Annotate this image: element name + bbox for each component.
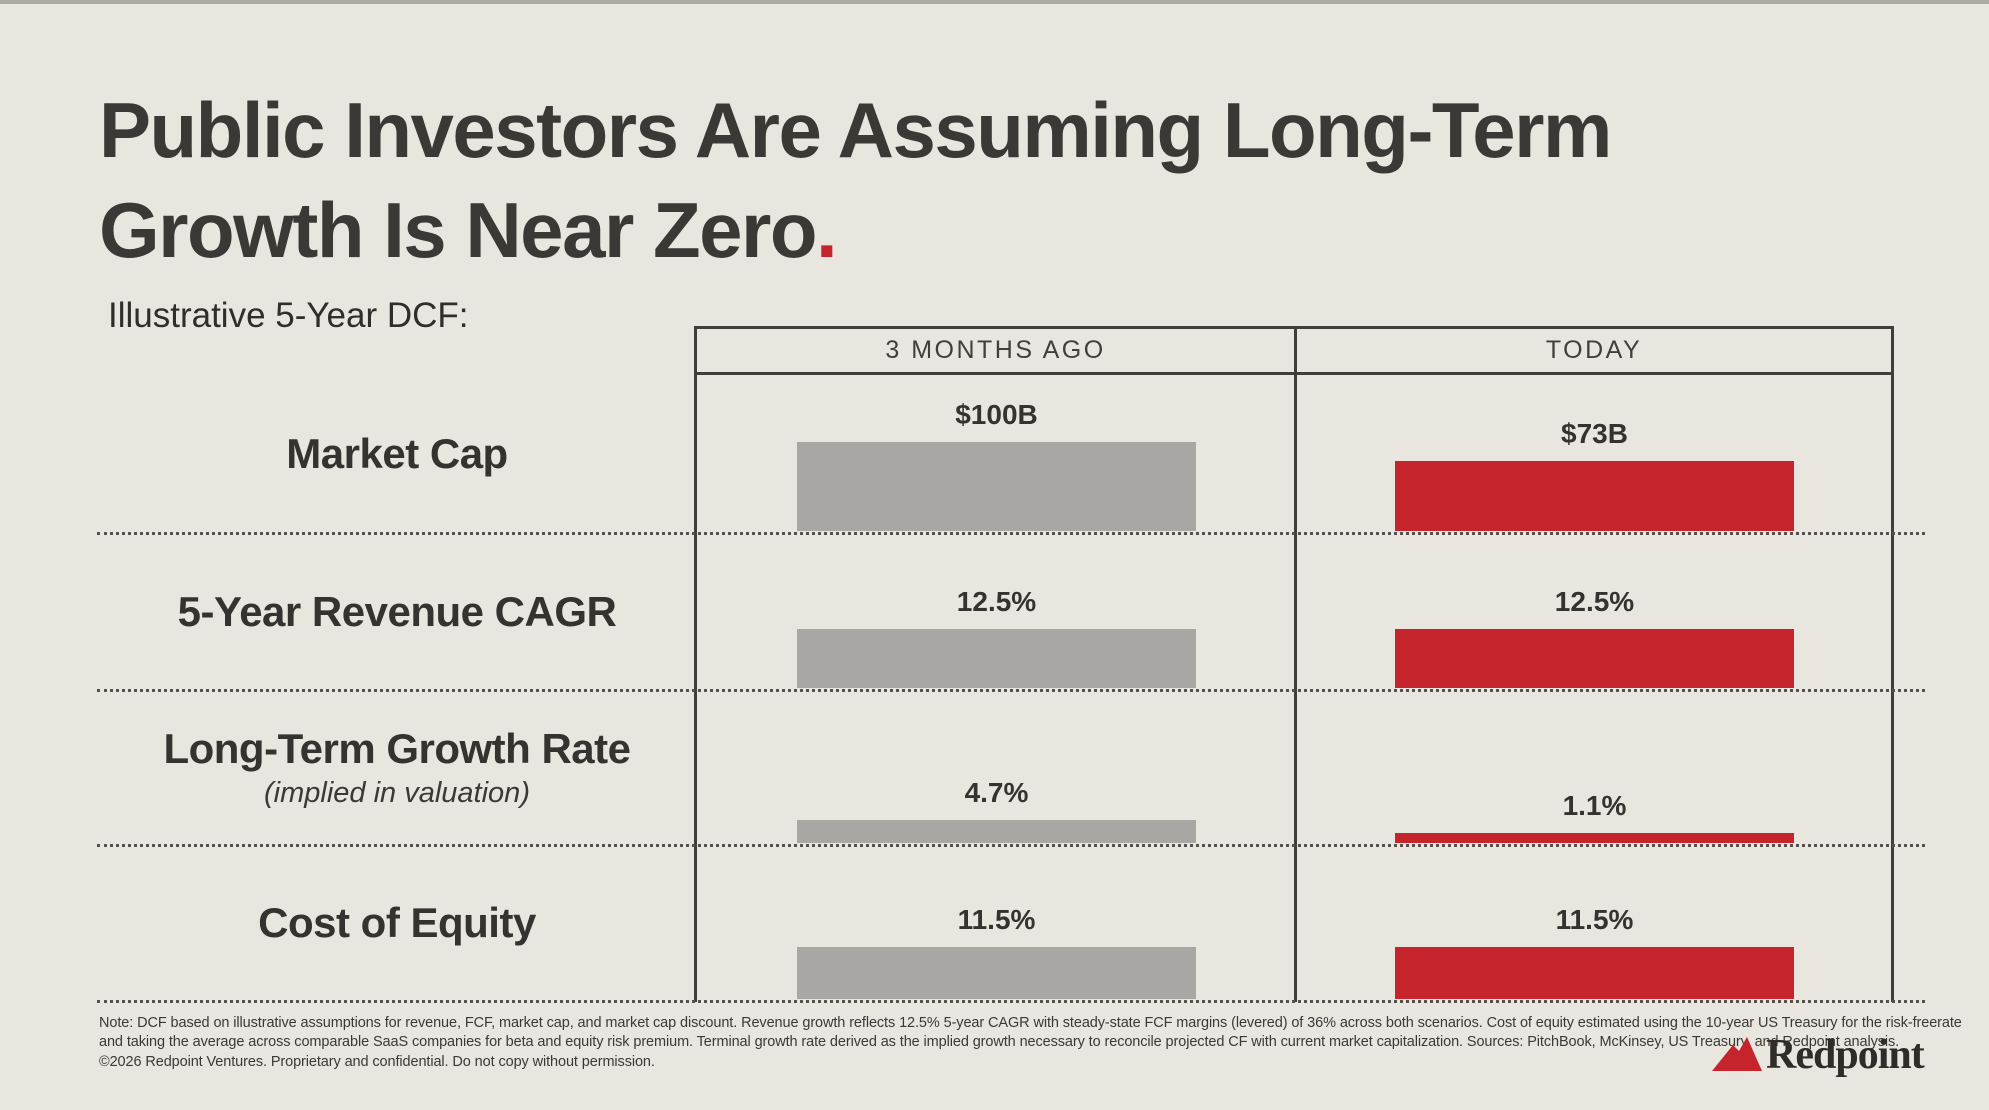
bar-red: [1395, 629, 1794, 688]
bar-cell-ago: 12.5%: [797, 533, 1196, 688]
bar-value-label: $73B: [1561, 418, 1628, 449]
bar-value-label: 12.5%: [956, 586, 1037, 617]
table-row: Market Cap $100B $73B: [0, 375, 1989, 535]
bar-red: [1395, 947, 1794, 999]
bar-cell-ago: 11.5%: [797, 845, 1196, 999]
bar-gray: [797, 629, 1196, 688]
row-separator-dotted-line: [97, 689, 1925, 692]
bar-cell-today: 12.5%: [1395, 533, 1794, 688]
row-separator-dotted-line: [97, 1000, 1925, 1003]
slide-title-line2: Growth Is Near Zero.: [99, 186, 838, 274]
footer-note-line1: Note: DCF based on illustrative assumpti…: [99, 1015, 1962, 1031]
bar-value-label: 11.5%: [957, 904, 1036, 935]
row-separator-dotted-line: [97, 844, 1925, 847]
footer-note-line2: and taking the average across comparable…: [99, 1034, 1900, 1051]
bar-value-label: 12.5%: [1554, 586, 1635, 617]
redpoint-logo-text: Redpoint: [1766, 1032, 1925, 1078]
table-header-bottom-border: [694, 372, 1894, 375]
redpoint-mountain-icon: [1712, 1037, 1762, 1071]
table-row: Long-Term Growth Rate (implied in valuat…: [0, 690, 1989, 847]
bar-gray: [797, 442, 1196, 531]
table-left-border: [694, 326, 697, 1002]
title-accent-period: .: [816, 186, 838, 274]
row-label-revenue-cagr: 5-Year Revenue CAGR: [177, 587, 617, 635]
row-label-market-cap: Market Cap: [286, 430, 508, 477]
redpoint-logo: Redpoint: [1712, 1032, 1925, 1078]
slide-title: Public Investors Are Assuming Long-Term …: [99, 80, 1612, 280]
row-label-cost-of-equity: Cost of Equity: [258, 899, 536, 946]
top-border-strip: [0, 0, 1989, 4]
bar-value-label: 1.1%: [1562, 790, 1627, 821]
table-column-divider: [1294, 326, 1297, 1002]
slide-subtitle: Illustrative 5-Year DCF:: [108, 296, 469, 335]
bar-value-label: $100B: [955, 399, 1038, 430]
bar-gray: [797, 820, 1196, 843]
slide-title-line1: Public Investors Are Assuming Long-Term: [99, 86, 1612, 174]
table-right-border: [1891, 326, 1894, 1002]
bar-red: [1395, 833, 1794, 843]
bar-cell-today: 1.1%: [1395, 690, 1794, 843]
bar-cell-today: 11.5%: [1395, 845, 1794, 999]
table-row: Cost of Equity 11.5% 11.5%: [0, 845, 1989, 1003]
footer-copyright-line: ©2026 Redpoint Ventures. Proprietary and…: [99, 1053, 655, 1070]
table-row: 5-Year Revenue CAGR 12.5% 12.5%: [0, 533, 1989, 692]
bar-value-label: 11.5%: [1555, 904, 1634, 935]
column-header-today: TODAY: [1545, 336, 1643, 364]
table-header-top-border: [694, 326, 1894, 329]
bar-value-label: 4.7%: [964, 777, 1029, 808]
bar-cell-today: $73B: [1395, 375, 1794, 531]
footer-note: Note: DCF based on illustrative assumpti…: [99, 1014, 1962, 1072]
bar-gray: [797, 947, 1196, 999]
bar-cell-ago: $100B: [797, 375, 1196, 531]
row-separator-dotted-line: [97, 532, 1925, 535]
column-header-3-months-ago: 3 MONTHS AGO: [885, 336, 1106, 364]
row-label-long-term-growth-rate: Long-Term Growth Rate (implied in valuat…: [163, 725, 631, 809]
bar-red: [1395, 461, 1794, 531]
bar-cell-ago: 4.7%: [797, 690, 1196, 843]
